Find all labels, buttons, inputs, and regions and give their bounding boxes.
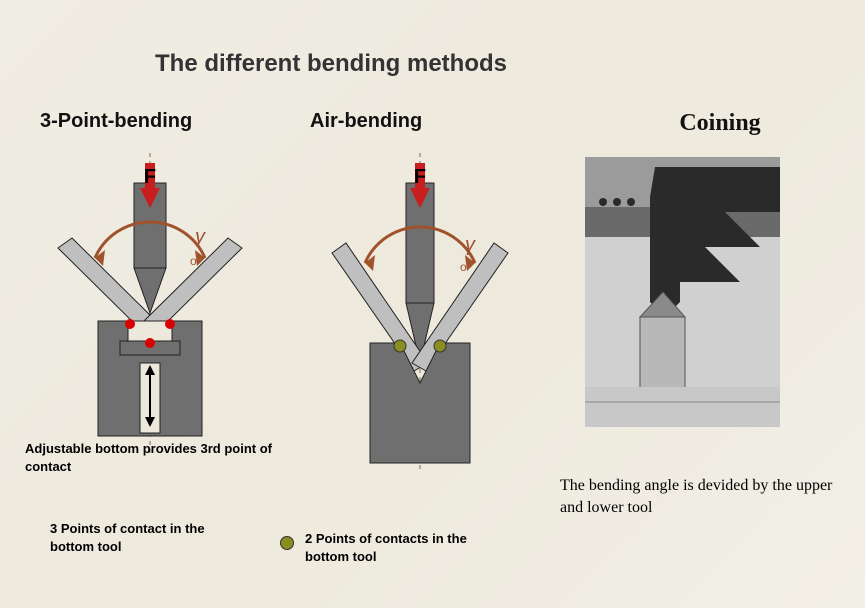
- force-label-air: F: [414, 166, 426, 188]
- column-coining: Coining: [580, 110, 840, 427]
- svg-text:o: o: [190, 254, 197, 268]
- svg-text:o: o: [460, 260, 467, 274]
- svg-text:γ: γ: [465, 234, 476, 256]
- note-air-lower: 2 Points of contacts in the bottom tool: [305, 530, 505, 566]
- force-label-3point: F: [144, 166, 156, 188]
- column-3point: 3-Point-bending F γ o: [40, 110, 300, 453]
- column-air: Air-bending F γ o: [310, 110, 570, 453]
- title-3point: 3-Point-bending: [40, 110, 300, 133]
- svg-3point: F γ o: [40, 153, 280, 453]
- note-coining: The bending angle is devided by the uppe…: [560, 475, 840, 520]
- title-coining: Coining: [580, 110, 840, 137]
- note-3point-lower: 3 Points of contact in the bottom tool: [50, 520, 250, 556]
- note-3point-upper: Adjustable bottom provides 3rd point of …: [25, 440, 285, 476]
- svg-coining: [585, 157, 780, 427]
- title-air: Air-bending: [310, 110, 570, 133]
- diagram-air: F γ o: [310, 153, 550, 453]
- diagram-3point: F γ o: [40, 153, 280, 453]
- page-title: The different bending methods: [155, 50, 507, 78]
- svg-air: F γ o: [310, 153, 550, 473]
- photo-coining: [580, 157, 820, 427]
- bullet-olive-icon: [280, 536, 294, 550]
- svg-text:γ: γ: [195, 226, 206, 248]
